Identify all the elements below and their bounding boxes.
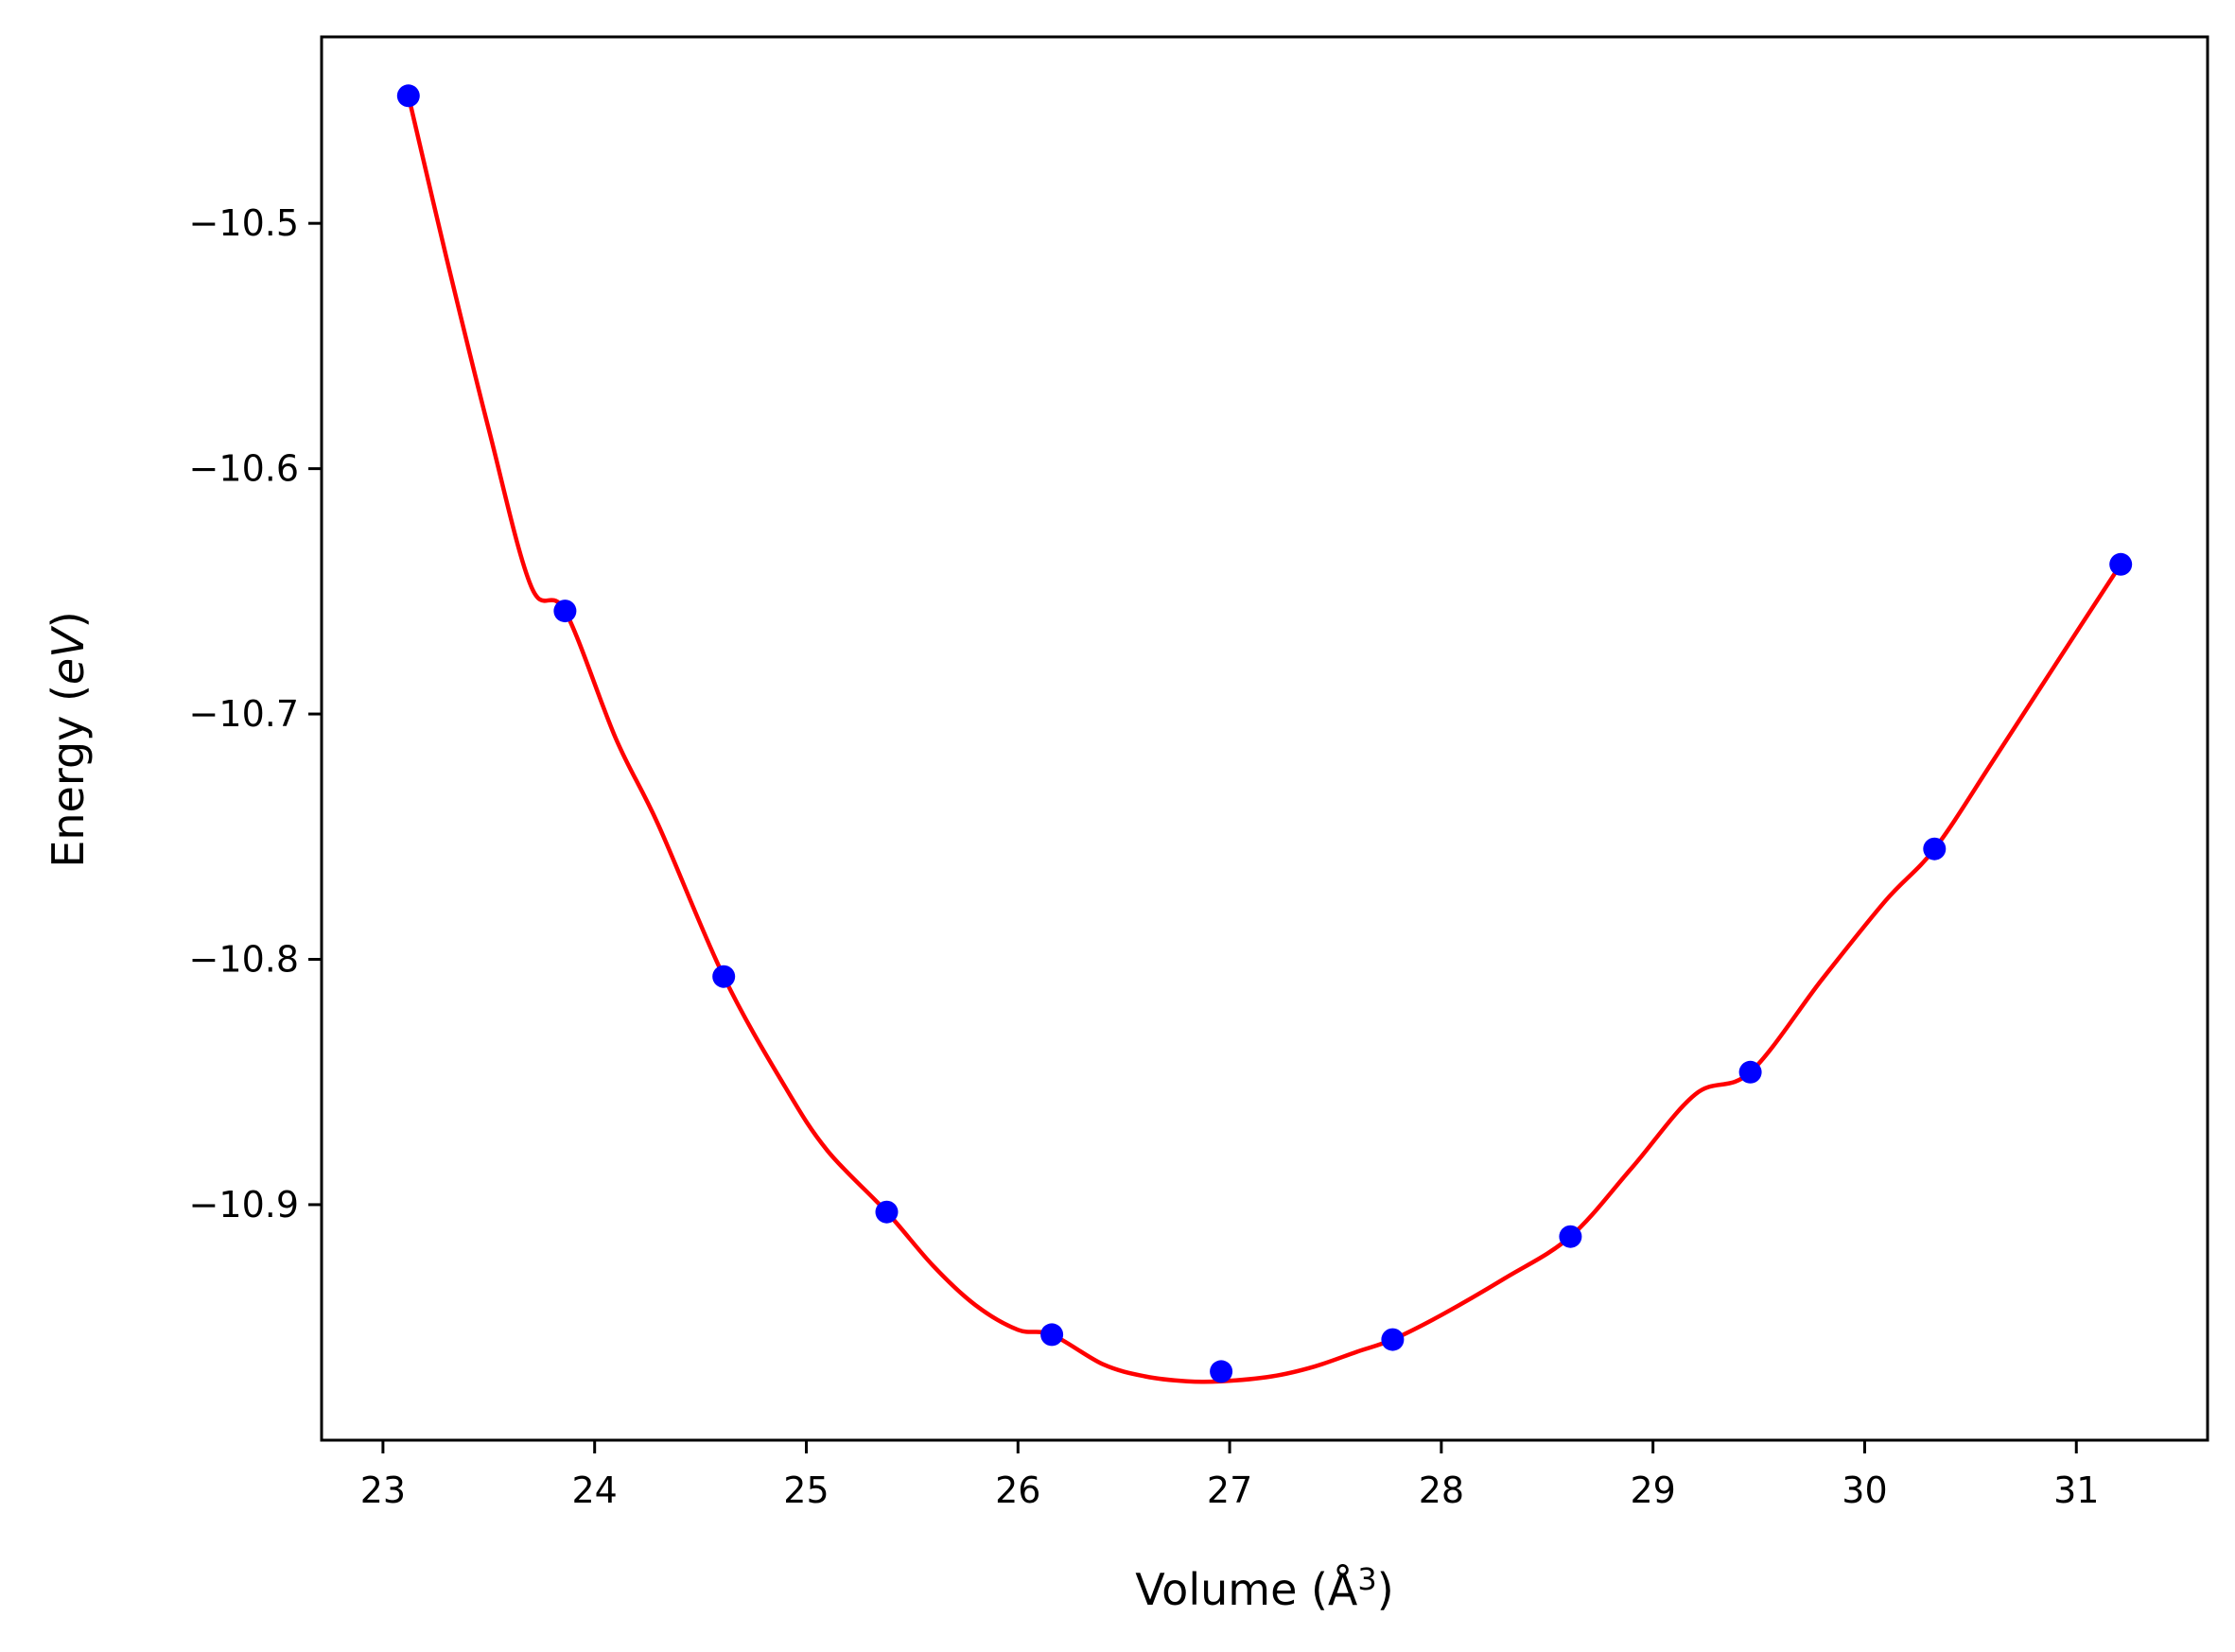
plot-frame <box>320 35 2209 1442</box>
x-tick-label: 30 <box>1842 1469 1887 1511</box>
data-point <box>875 1200 899 1224</box>
y-tick-label: −10.9 <box>189 1184 299 1226</box>
x-tick-label: 24 <box>572 1469 618 1511</box>
data-point <box>712 965 736 988</box>
plot-layer <box>396 84 2133 1384</box>
x-tick-label: 23 <box>360 1469 406 1511</box>
x-tick-label: 31 <box>2053 1469 2099 1511</box>
x-tick-label: 27 <box>1207 1469 1252 1511</box>
data-point <box>396 84 420 108</box>
x-tick-label: 29 <box>1630 1469 1675 1511</box>
x-axis-label-superscript: 3 <box>1357 1561 1376 1597</box>
x-tick-label: 26 <box>995 1469 1040 1511</box>
y-axis-ticks: −10.9 −10.8 −10.7 −10.6 −10.5 <box>189 202 322 1226</box>
data-point <box>1559 1225 1582 1248</box>
data-point <box>1738 1060 1762 1084</box>
x-axis-label-end: ) <box>1377 1564 1394 1615</box>
y-axis-label: Energy (eV) <box>43 611 94 867</box>
y-tick-label: −10.7 <box>189 693 299 735</box>
y-axis-label-unit: eV <box>43 625 94 685</box>
data-point <box>1210 1360 1233 1383</box>
fit-curve <box>406 95 2123 1384</box>
data-point <box>1923 837 1947 861</box>
x-axis-ticks: 23 24 25 26 27 28 29 30 31 <box>360 1440 2099 1511</box>
x-tick-label: 25 <box>783 1469 829 1511</box>
x-axis-label: Volume (Å3) <box>1135 1561 1393 1615</box>
data-point <box>1381 1328 1405 1351</box>
y-axis-label-text: Energy ( <box>43 685 94 868</box>
y-tick-label: −10.8 <box>189 938 299 980</box>
data-point <box>2109 552 2133 576</box>
y-tick-label: −10.6 <box>189 448 299 490</box>
x-axis-label-text: Volume (Å <box>1135 1564 1358 1615</box>
data-point <box>553 600 577 623</box>
y-axis-label-end: ) <box>43 611 94 628</box>
data-point <box>1040 1323 1064 1347</box>
x-tick-label: 28 <box>1419 1469 1464 1511</box>
y-tick-label: −10.5 <box>189 202 299 244</box>
